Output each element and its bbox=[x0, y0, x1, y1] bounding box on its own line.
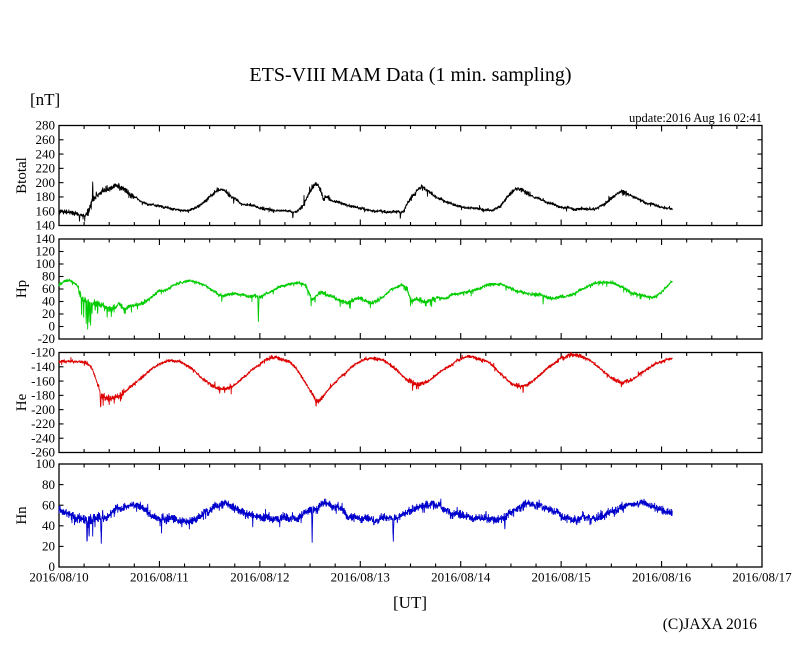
y-tick-label-Hn: 0 bbox=[49, 559, 56, 574]
y-tick-label-He: -160 bbox=[31, 373, 55, 388]
y-tick-label-He: -120 bbox=[31, 345, 55, 360]
x-axis-label: [UT] bbox=[393, 593, 427, 612]
y-tick-label-Hn: 60 bbox=[42, 497, 55, 512]
y-tick-label-He: -220 bbox=[31, 416, 55, 431]
series-Btotal bbox=[58, 181, 673, 222]
y-tick-label-He: -260 bbox=[31, 445, 55, 460]
y-tick-label-Hp: 40 bbox=[42, 294, 55, 309]
y-tick-label-He: -140 bbox=[31, 359, 55, 374]
y-tick-label-Hp: 20 bbox=[42, 306, 55, 321]
copyright-notice: (C)JAXA 2016 bbox=[662, 616, 757, 633]
y-tick-label-Btotal: 220 bbox=[36, 161, 56, 176]
y-tick-label-He: -240 bbox=[31, 430, 55, 445]
x-tick-label: 2016/08/15 bbox=[532, 570, 591, 585]
y-tick-label-Hn: 100 bbox=[36, 456, 56, 471]
y-tick-label-Hp: 80 bbox=[42, 269, 55, 284]
x-tick-label: 2016/08/12 bbox=[230, 570, 289, 585]
x-tick-label: 2016/08/16 bbox=[632, 570, 692, 585]
x-tick-label: 2016/08/14 bbox=[431, 570, 491, 585]
y-tick-label-He: -200 bbox=[31, 402, 55, 417]
panel-frame-Hn bbox=[58, 463, 763, 568]
series-Hp bbox=[58, 278, 673, 330]
x-tick-label: 2016/08/13 bbox=[331, 570, 390, 585]
axis-name-Hn: Hn bbox=[14, 506, 30, 525]
panel-frame-Btotal bbox=[58, 124, 763, 227]
y-tick-label-Btotal: 140 bbox=[36, 218, 56, 233]
series-He bbox=[58, 352, 673, 408]
y-tick-label-Btotal: 280 bbox=[36, 118, 56, 133]
x-tick-label: 2016/08/10 bbox=[29, 570, 88, 585]
x-tick-label: 2016/08/17 bbox=[732, 570, 792, 585]
y-tick-label-Hp: 60 bbox=[42, 281, 55, 296]
series-Hn bbox=[58, 498, 673, 544]
y-tick-label-Btotal: 180 bbox=[36, 189, 56, 204]
y-tick-label-Hn: 20 bbox=[42, 539, 55, 554]
y-tick-label-Btotal: 260 bbox=[36, 132, 56, 147]
y-tick-label-Hp: 0 bbox=[49, 319, 56, 334]
y-tick-label-Hp: 140 bbox=[36, 231, 56, 246]
y-tick-label-Hn: 80 bbox=[42, 477, 55, 492]
y-tick-label-Btotal: 240 bbox=[36, 146, 56, 161]
axis-name-Btotal: Btotal bbox=[14, 157, 30, 194]
chart-title: ETS-VIII MAM Data (1 min. sampling) bbox=[249, 64, 572, 86]
y-tick-label-Btotal: 160 bbox=[36, 203, 56, 218]
update-timestamp: update:2016 Aug 16 02:41 bbox=[629, 111, 762, 125]
y-tick-label-Hp: 100 bbox=[36, 256, 56, 271]
x-tick-label: 2016/08/11 bbox=[130, 570, 189, 585]
panel-frame-He bbox=[58, 351, 763, 454]
axis-name-Hp: Hp bbox=[14, 280, 30, 298]
y-tick-label-Hp: -20 bbox=[38, 331, 55, 346]
axis-name-He: He bbox=[14, 393, 30, 411]
y-tick-label-He: -180 bbox=[31, 388, 55, 403]
y-tick-label-Hp: 120 bbox=[36, 244, 56, 259]
y-tick-label-Hn: 40 bbox=[42, 518, 55, 533]
y-unit-label: [nT] bbox=[30, 90, 61, 109]
y-tick-label-Btotal: 200 bbox=[36, 175, 56, 190]
panel-frame-Hp bbox=[58, 238, 763, 340]
